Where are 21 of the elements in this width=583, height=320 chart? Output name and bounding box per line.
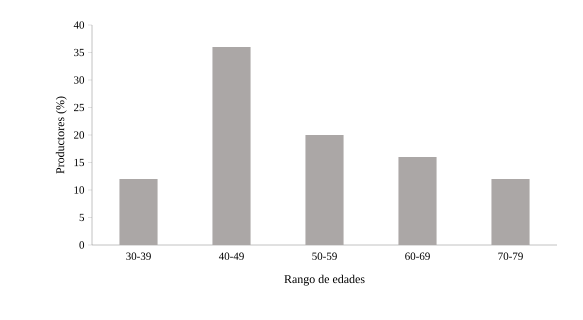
y-tick-label: 10 — [74, 186, 84, 194]
bar — [212, 47, 251, 245]
x-axis-title: Rango de edades — [284, 274, 365, 286]
y-tick-label: 25 — [74, 104, 84, 112]
y-tick-label: 35 — [74, 48, 84, 56]
x-tick-label: 70-79 — [498, 252, 523, 260]
x-tick-label: 50-59 — [312, 252, 337, 260]
bar — [305, 135, 344, 245]
x-tick-label: 60-69 — [405, 252, 430, 260]
y-tick-label: 15 — [74, 158, 84, 166]
x-tick-label: 30-39 — [126, 252, 151, 260]
bar — [398, 157, 437, 245]
bar — [491, 179, 530, 245]
y-axis-title: Productores (%) — [56, 96, 67, 174]
bar — [119, 179, 158, 245]
y-tick-label: 20 — [74, 131, 84, 139]
y-tick-label: 30 — [74, 76, 84, 84]
x-tick-label: 40-49 — [218, 252, 244, 260]
y-tick-label: 0 — [79, 241, 84, 249]
y-tick-label: 5 — [80, 214, 84, 222]
y-tick-label: 40 — [74, 21, 84, 29]
